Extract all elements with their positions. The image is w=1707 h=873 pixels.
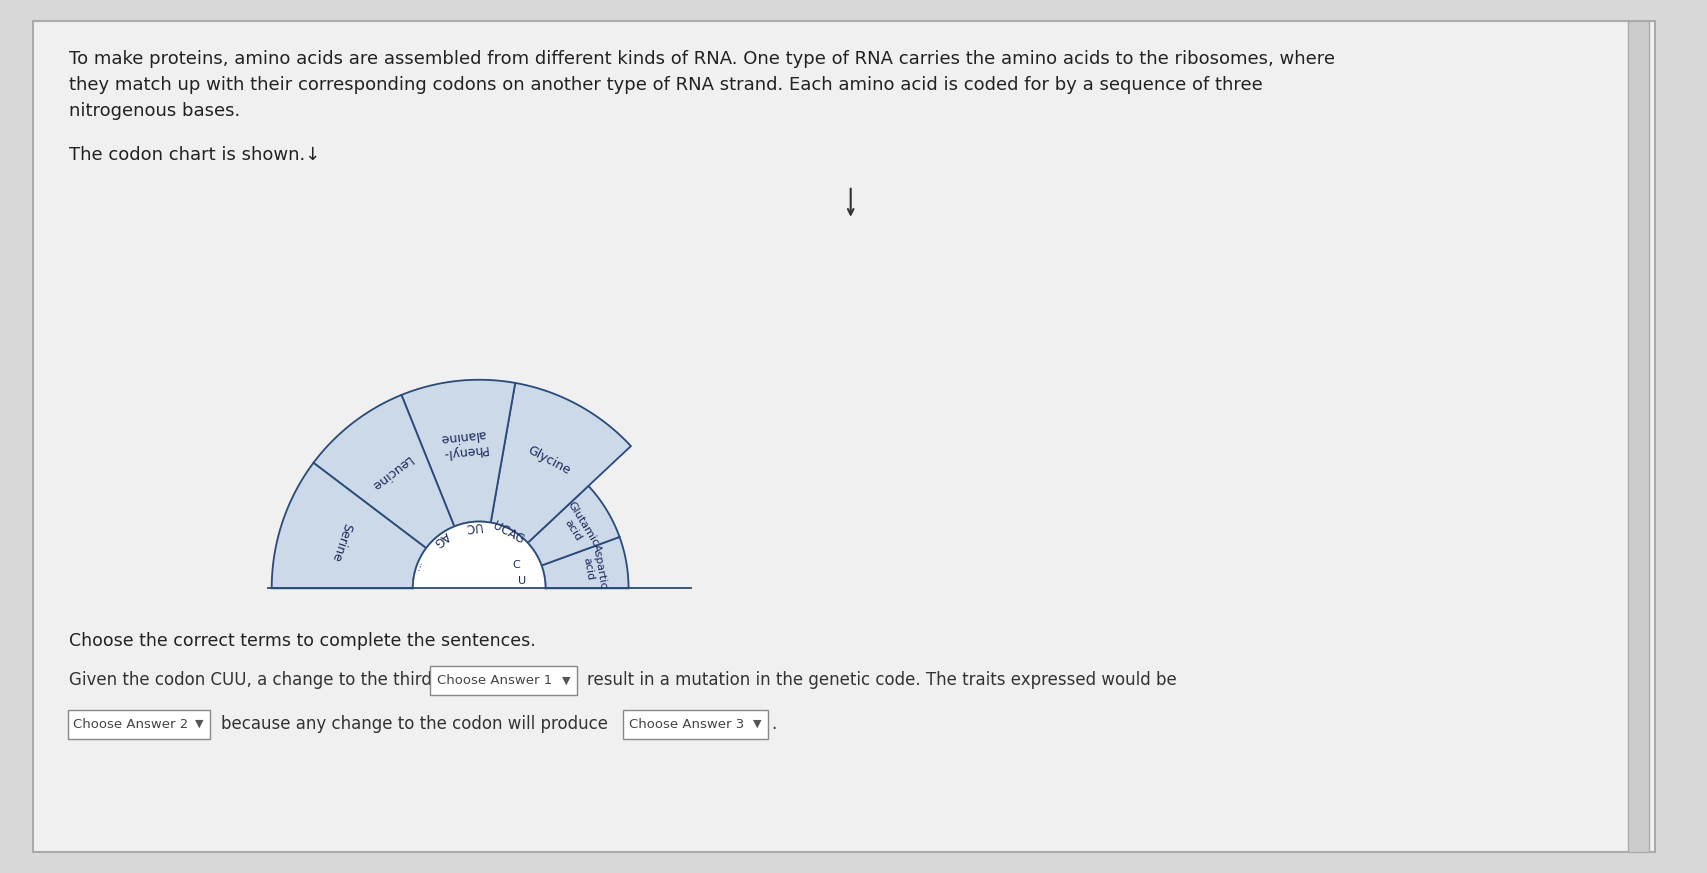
Text: Leucine: Leucine xyxy=(367,452,413,492)
Text: they match up with their corresponding codons on another type of RNA strand. Eac: they match up with their corresponding c… xyxy=(68,76,1261,94)
Text: ▼: ▼ xyxy=(562,676,570,685)
FancyBboxPatch shape xyxy=(623,710,766,739)
Text: C: C xyxy=(512,560,521,570)
Text: The codon chart is shown.↓: The codon chart is shown.↓ xyxy=(68,146,321,164)
Text: UC: UC xyxy=(463,519,481,533)
Text: U: U xyxy=(517,575,526,586)
Polygon shape xyxy=(413,521,545,588)
Text: Aspartic
acid: Aspartic acid xyxy=(579,544,608,592)
Text: Glutamic
acid: Glutamic acid xyxy=(555,500,601,554)
FancyBboxPatch shape xyxy=(68,710,210,739)
Polygon shape xyxy=(490,383,630,543)
Text: result in a mutation in the genetic code. The traits expressed would be: result in a mutation in the genetic code… xyxy=(587,671,1176,690)
Text: Choose Answer 1: Choose Answer 1 xyxy=(437,674,551,687)
FancyBboxPatch shape xyxy=(430,666,577,695)
Bar xyxy=(1627,21,1647,852)
Text: Choose Answer 2: Choose Answer 2 xyxy=(73,718,188,731)
Polygon shape xyxy=(271,463,427,588)
Text: Glycine: Glycine xyxy=(524,443,572,477)
Text: ...: ... xyxy=(411,561,428,576)
Text: Choose Answer 3: Choose Answer 3 xyxy=(628,718,744,731)
Text: Choose the correct terms to complete the sentences.: Choose the correct terms to complete the… xyxy=(68,632,536,650)
Text: Phenyl-
alanine: Phenyl- alanine xyxy=(439,427,488,459)
Text: ▼: ▼ xyxy=(195,719,203,729)
Polygon shape xyxy=(541,537,628,588)
Text: AG: AG xyxy=(430,528,452,549)
Text: To make proteins, amino acids are assembled from different kinds of RNA. One typ: To make proteins, amino acids are assemb… xyxy=(68,50,1335,68)
Text: nitrogenous bases.: nitrogenous bases. xyxy=(68,102,241,120)
Text: Given the codon CUU, a change to the third position: Given the codon CUU, a change to the thi… xyxy=(68,671,502,690)
Text: ▼: ▼ xyxy=(753,719,761,729)
Polygon shape xyxy=(401,380,516,526)
Polygon shape xyxy=(527,486,620,566)
Text: UCAG: UCAG xyxy=(490,519,526,547)
Polygon shape xyxy=(314,395,454,548)
Text: .: . xyxy=(772,715,777,733)
Text: because any change to the codon will produce: because any change to the codon will pro… xyxy=(220,715,608,733)
Text: Serine: Serine xyxy=(329,521,353,563)
